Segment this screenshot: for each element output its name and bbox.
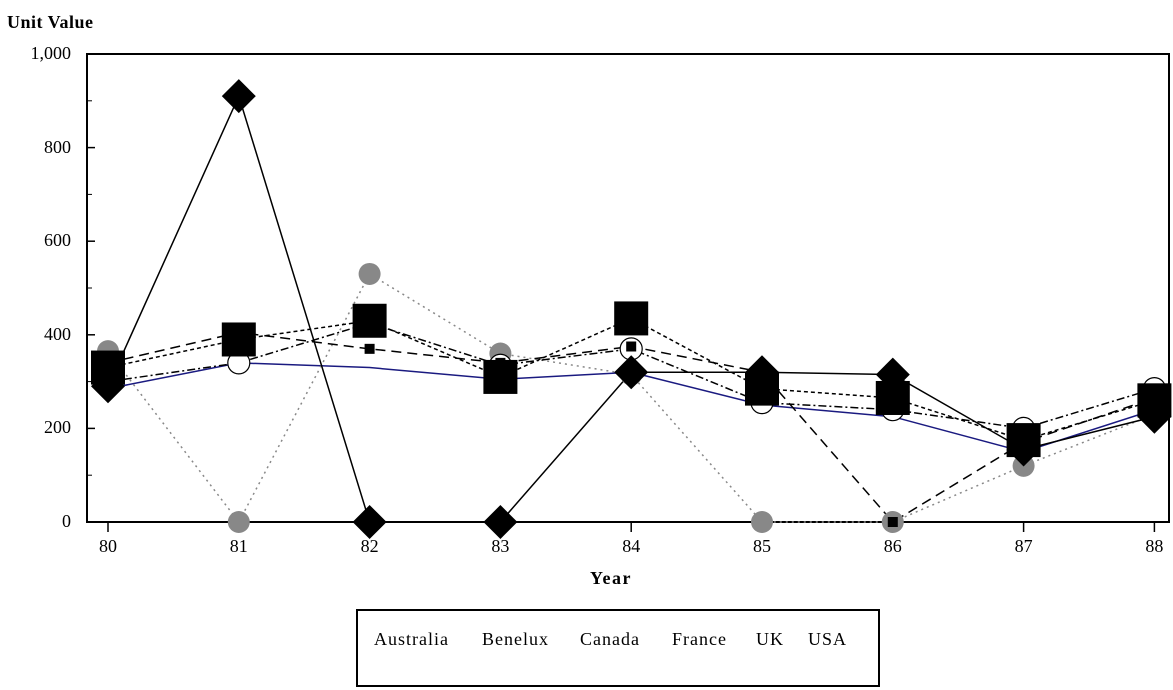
- y-tick-label: 1,000: [30, 43, 72, 63]
- marker-diamond: [221, 79, 256, 114]
- x-tick-label: 80: [99, 536, 117, 556]
- y-tick-label: 400: [44, 323, 71, 344]
- series-line: [107, 322, 1155, 430]
- marker-square-large: [483, 359, 518, 394]
- x-tick-label: 86: [883, 536, 902, 556]
- x-tick-label: 81: [229, 536, 248, 556]
- legend-label-france: France: [672, 629, 727, 649]
- legend-label-australia: Australia: [374, 629, 449, 649]
- marker-square-small: [364, 343, 375, 354]
- marker-diamond: [745, 355, 779, 390]
- y-tick-label: 0: [62, 511, 71, 531]
- marker-diamond: [614, 355, 649, 390]
- marker-square-large: [614, 301, 649, 336]
- marker-circle-gray: [227, 511, 250, 533]
- y-tick-label: 600: [44, 230, 71, 251]
- marker-square-small: [626, 341, 637, 352]
- legend-label-benelux: Benelux: [482, 629, 549, 649]
- x-axis-title: Year: [590, 568, 632, 588]
- marker-diamond: [1006, 432, 1041, 467]
- x-tick-label: 83: [491, 536, 510, 556]
- marker-circle-gray: [751, 511, 773, 533]
- marker-diamond: [91, 369, 125, 404]
- x-tick-label: 82: [360, 536, 379, 556]
- legend-label-uk: UK: [756, 629, 784, 649]
- series-line: [107, 317, 1155, 441]
- x-tick-label: 87: [1014, 536, 1033, 556]
- legend: Australia Benelux Canada France UK USA: [356, 609, 880, 687]
- y-axis-title: Unit Value: [7, 12, 94, 32]
- y-tick-label: 800: [44, 136, 71, 157]
- marker-diamond: [352, 505, 387, 539]
- marker-circle-gray: [358, 262, 381, 285]
- marker-diamond: [483, 505, 518, 539]
- x-tick-label: 88: [1145, 536, 1164, 556]
- series-markers: [91, 79, 1172, 539]
- marker-diamond: [1137, 399, 1172, 434]
- marker-square-large: [221, 322, 256, 357]
- marker-square-small: [887, 517, 898, 527]
- x-tick-label: 85: [753, 536, 771, 556]
- x-tick-label: 84: [622, 536, 641, 556]
- legend-label-canada: Canada: [580, 629, 640, 649]
- marker-diamond: [875, 357, 910, 392]
- legend-label-usa: USA: [808, 629, 848, 649]
- marker-square-large: [352, 303, 387, 338]
- y-tick-label: 200: [44, 417, 71, 438]
